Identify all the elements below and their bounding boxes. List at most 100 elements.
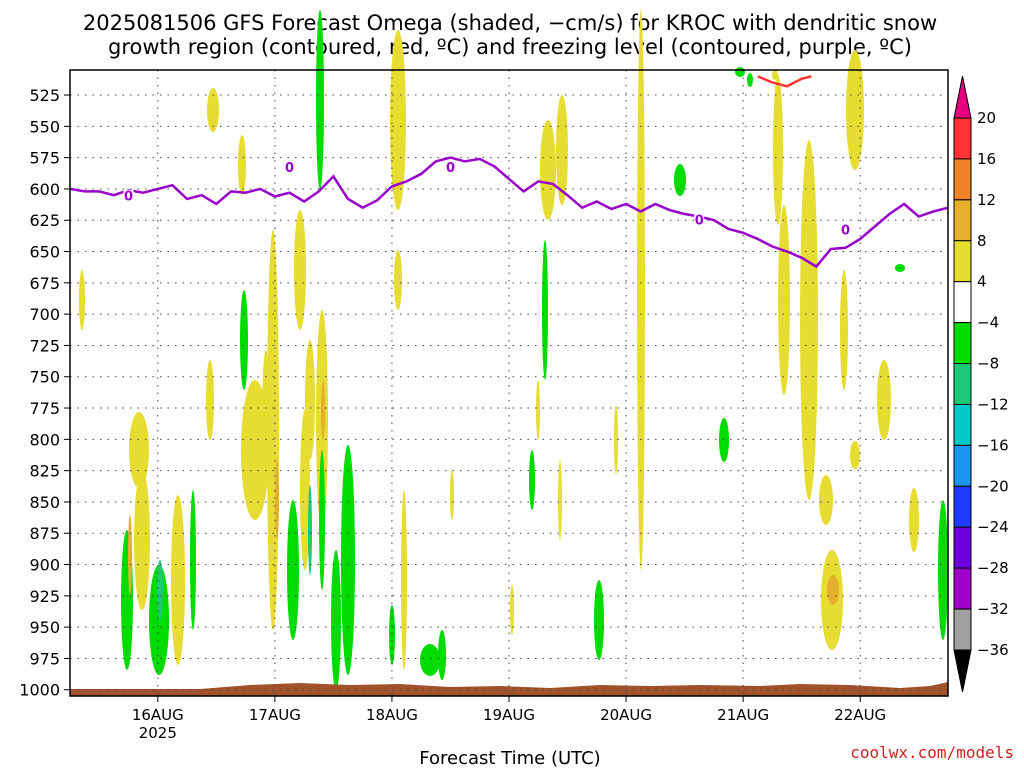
omega-shade-blob	[401, 490, 407, 670]
colorbar-label: 20	[977, 109, 996, 127]
omega-shade-blob	[190, 490, 196, 630]
colorbar-label: −8	[977, 355, 999, 373]
plot-area: 0 0 0 0 0	[69, 10, 949, 697]
omega-shade-blob	[321, 380, 325, 440]
omega-shade-blob	[438, 630, 446, 680]
colorbar-swatch	[953, 363, 972, 405]
colorbar-swatch	[953, 117, 972, 160]
colorbar-swatch	[953, 199, 972, 242]
freezing-label-bg	[445, 160, 456, 174]
colorbar-label: 16	[977, 150, 996, 168]
x-tick-label: 17AUG	[249, 706, 301, 724]
y-tick-label: 550	[29, 117, 60, 136]
y-tick-label: 575	[29, 149, 60, 168]
colorbar-swatch	[953, 240, 972, 283]
omega-shade-blob	[390, 30, 406, 210]
dgz-line	[757, 75, 812, 88]
omega-shade-blob	[840, 270, 848, 390]
x-tick-sublabel: 2025	[139, 724, 177, 742]
omega-shade-blob	[778, 205, 790, 395]
omega-shade-blob	[540, 120, 556, 220]
omega-shade-blob	[241, 380, 269, 520]
omega-shade-blob	[674, 164, 686, 196]
x-tick-label: 20AUG	[600, 706, 652, 724]
omega-shade-blob	[287, 500, 299, 640]
omega-shade-blob	[510, 585, 514, 635]
omega-shade-blob	[275, 460, 279, 540]
omega-shade-blob	[614, 405, 618, 475]
freezing-level-label: 0	[446, 161, 455, 176]
omega-shade-blob	[149, 565, 169, 675]
y-tick-label: 750	[29, 368, 60, 387]
x-tick-label: 19AUG	[483, 706, 535, 724]
y-tick-label: 925	[29, 587, 60, 606]
omega-shade-blob	[394, 250, 402, 310]
freezing-level-label: 0	[695, 213, 704, 228]
colorbar-label: −24	[977, 518, 1009, 536]
omega-shade-blob	[846, 50, 864, 170]
omega-shade-blob	[294, 210, 306, 330]
omega-shade-blob	[938, 500, 948, 640]
colorbar-label: −4	[977, 314, 999, 332]
omega-shade-blob	[909, 488, 919, 552]
omega-shade-blob	[877, 360, 891, 440]
colorbar-swatch	[953, 567, 972, 610]
freezing-level-label: 0	[124, 190, 133, 205]
colorbar-bottom-arrow	[953, 649, 972, 693]
omega-shade-blob	[558, 460, 562, 540]
y-tick-label: 700	[29, 305, 60, 324]
freezing-level-label: 0	[285, 161, 294, 176]
y-tick-label: 775	[29, 399, 60, 418]
omega-shade-blob	[556, 95, 568, 205]
omega-shade-blob	[308, 485, 312, 575]
omega-shade-blob	[207, 88, 219, 132]
omega-shade-blob	[240, 290, 248, 390]
omega-shade-blob	[594, 580, 604, 660]
y-tick-label: 1000	[19, 681, 60, 700]
omega-shade-blob	[719, 418, 729, 462]
colorbar-swatch	[953, 526, 972, 569]
omega-shade-blob	[827, 575, 839, 605]
colorbar-label: 12	[977, 191, 996, 209]
colorbar-label: −28	[977, 559, 1009, 577]
omega-shade-blob	[341, 445, 355, 675]
colorbar-swatch	[953, 322, 972, 365]
dendritic-growth-contour	[757, 75, 812, 88]
colorbar-swatch	[953, 608, 972, 651]
colorbar-label: −20	[977, 477, 1009, 495]
omega-shade-blob	[819, 475, 833, 525]
x-tick-label: 22AUG	[834, 706, 886, 724]
freezing-level-contour: 0 0 0 0 0	[69, 156, 949, 269]
omega-shade-blob	[316, 10, 324, 190]
y-tick-label: 625	[29, 211, 60, 230]
freezing-label-bg	[694, 213, 705, 227]
colorbar-swatch	[953, 281, 972, 324]
x-tick-label: 18AUG	[366, 706, 418, 724]
y-tick-label: 975	[29, 649, 60, 668]
colorbar-label: −12	[977, 395, 1009, 413]
omega-shade-blob	[637, 10, 645, 570]
chart-title-line1: 2025081506 GFS Forecast Omega (shaded, −…	[83, 11, 937, 35]
freezing-level-line	[69, 156, 949, 269]
colorbar-top-arrow	[953, 75, 972, 119]
omega-shade-blob	[529, 450, 535, 510]
terrain-shape	[70, 682, 948, 696]
colorbar-label: 4	[977, 273, 987, 291]
colorbar-swatch	[953, 403, 972, 446]
colorbar-label: −36	[977, 641, 1009, 659]
credit-text: coolwx.com/models	[850, 743, 1014, 762]
omega-shade-blob	[735, 67, 745, 77]
omega-shade-blob	[171, 495, 185, 665]
freezing-label-bg	[123, 189, 134, 203]
omega-shade-blob	[850, 441, 860, 469]
omega-shade-blob	[772, 70, 778, 80]
omega-shade-blob	[305, 340, 315, 460]
omega-shade-blob	[267, 230, 279, 630]
omega-shade-blob	[79, 270, 85, 330]
omega-shade-blob	[238, 135, 246, 195]
x-axis-label: Forecast Time (UTC)	[419, 748, 600, 768]
omega-shade-blob	[331, 550, 341, 690]
omega-shade-blob	[128, 515, 132, 595]
omega-shade-blob	[450, 470, 454, 520]
